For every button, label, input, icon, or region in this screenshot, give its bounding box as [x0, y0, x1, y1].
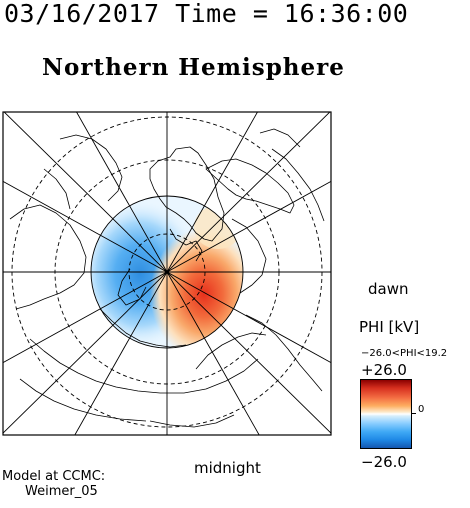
colorbar-title: PHI [kV]: [359, 318, 420, 336]
colorbar-zero-label: 0: [418, 404, 425, 415]
colorbar: [360, 379, 412, 449]
dawn-label: dawn: [368, 280, 409, 298]
model-credit-line1: Model at CCMC:: [2, 469, 106, 484]
coastlines: [9, 128, 325, 428]
hemisphere-title: Northern Hemisphere: [42, 54, 345, 81]
polar-map-svg: [2, 111, 332, 436]
midnight-label: midnight: [194, 459, 261, 477]
polar-map: [0, 109, 334, 438]
colorbar-range-text: −26.0<PHI<19.2: [361, 348, 448, 359]
colorbar-max-label: +26.0: [361, 361, 407, 379]
timestamp-title: 03/16/2017 Time = 16:36:00: [4, 0, 409, 28]
colorbar-min-label: −26.0: [361, 453, 407, 471]
model-credit-line2: Weimer_05: [25, 484, 98, 499]
colorbar-zero-tick: [412, 413, 416, 414]
